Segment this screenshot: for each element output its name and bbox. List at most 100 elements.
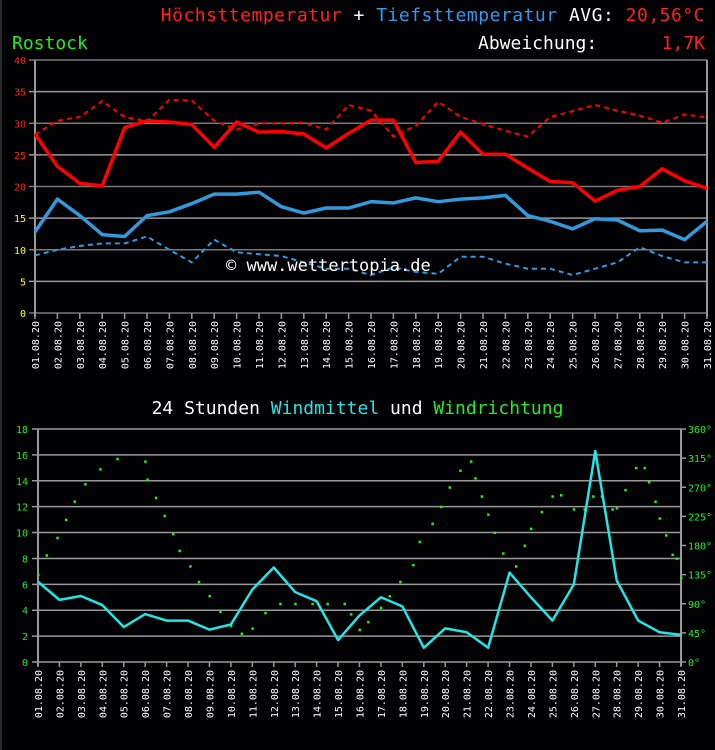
x-tick-label: 08.08.20 [188, 321, 199, 369]
wind-direction-dot [399, 580, 402, 584]
wind-direction-dot [163, 514, 166, 518]
y-tick-label: 5 [20, 277, 26, 288]
x-tick-label: 26.08.20 [591, 321, 602, 369]
wind-direction-dot [358, 628, 361, 632]
wind-direction-dot [412, 563, 415, 567]
x-tick-label: 01.08.20 [31, 321, 42, 369]
y-tick-label: 2 [22, 632, 28, 643]
x-tick-label: 24.08.20 [546, 321, 557, 369]
x-tick-label: 16.08.20 [367, 321, 378, 369]
min-temp-label: Tiefsttemperatur [376, 5, 558, 26]
wind-direction-dot [343, 602, 346, 606]
wind-direction-dot [388, 594, 392, 598]
y-tick-label: 40 [14, 56, 26, 67]
x-tick-label: 29.08.20 [658, 321, 669, 369]
x-tick-label: 30.08.20 [681, 321, 692, 369]
location-label: Rostock [12, 33, 88, 54]
y2-tick-label: 0° [688, 658, 700, 669]
wind-direction-dot [208, 594, 211, 598]
wind-direction-dot [469, 460, 473, 463]
x-tick-label: 14.08.20 [313, 670, 324, 718]
x-tick-label: 03.08.20 [76, 321, 87, 369]
wind-direction-dot [529, 527, 533, 531]
y-tick-label: 10 [16, 529, 28, 540]
deviation-label: Abweichung: [478, 33, 598, 54]
x-tick-label: 07.08.20 [165, 321, 176, 369]
y-tick-label: 15 [14, 214, 26, 225]
wind-direction-dot [439, 505, 443, 509]
x-tick-label: 04.08.20 [98, 670, 109, 718]
x-tick-label: 29.08.20 [634, 670, 645, 718]
wind-direction-dot [459, 469, 462, 472]
x-tick-label: 10.08.20 [233, 321, 244, 369]
avg-value: 20,56°C [625, 5, 705, 26]
deviation-value: 1,7K [661, 33, 705, 54]
y2-tick-label: 135° [688, 571, 712, 582]
wind-direction-dot [264, 611, 267, 615]
y-tick-label: 12 [16, 503, 28, 514]
x-tick-label: 27.08.20 [613, 321, 624, 369]
x-tick-label: 12.08.20 [277, 321, 288, 369]
y-tick-label: 20 [14, 183, 26, 194]
x-tick-label: 06.08.20 [141, 670, 152, 718]
x-tick-label: 15.08.20 [334, 670, 345, 718]
x-tick-label: 05.08.20 [120, 670, 131, 718]
wind-title-windrichtung: Windrichtung [433, 398, 564, 419]
wind-title-windmittel: Windmittel [270, 398, 380, 419]
y-tick-label: 35 [14, 88, 26, 99]
wind-direction-dot [572, 508, 576, 511]
wind-direction-dot [480, 495, 484, 498]
watermark: © www.wettertopia.de [226, 256, 431, 276]
max-temp-line [33, 118, 708, 203]
wind-direction-dot [647, 481, 651, 484]
wind-direction-dot [99, 468, 102, 471]
wind-direction-dot [643, 466, 647, 470]
wind-direction-dot [611, 508, 614, 511]
wind-direction-dot [189, 565, 192, 568]
x-tick-label: 19.08.20 [420, 670, 431, 718]
wind-direction-dot [654, 500, 657, 503]
x-tick-label: 20.08.20 [457, 321, 468, 369]
wind-direction-dot [514, 565, 518, 568]
y-tick-label: 10 [14, 246, 26, 257]
wind-average-line [37, 449, 682, 650]
x-tick-label: 23.08.20 [524, 321, 535, 369]
x-tick-label: 18.08.20 [412, 321, 423, 369]
left-border [0, 0, 2, 750]
x-tick-label: 22.08.20 [484, 670, 495, 718]
wind-direction-dot [540, 510, 544, 514]
wind-chart-title: 24 Stunden Windmittel und Windrichtung [0, 398, 715, 419]
chart-title: Höchsttemperatur + Tiefsttemperatur AVG:… [161, 5, 705, 26]
x-tick-label: 13.08.20 [291, 670, 302, 718]
x-tick-label: 24.08.20 [527, 670, 538, 718]
x-tick-label: 21.08.20 [479, 321, 490, 369]
wind-direction-dot [367, 620, 370, 624]
x-tick-label: 21.08.20 [463, 670, 474, 718]
x-tick-label: 08.08.20 [184, 670, 195, 718]
wind-direction-dot [431, 522, 434, 525]
wind-direction-dot [474, 477, 477, 480]
temperature-chart: 0 5 10 15 20 25 30 35 40 01.08.20 02.08.20 03.08.20… [14, 56, 714, 369]
wind-direction-dot [294, 602, 297, 606]
x-tick-label: 11.08.20 [248, 670, 259, 718]
wind-direction-dot [154, 496, 158, 500]
wind-direction-dot [523, 544, 527, 547]
x-tick-label: 17.08.20 [377, 670, 388, 718]
y-tick-label: 25 [14, 151, 26, 162]
x-tick-label: 05.08.20 [121, 321, 132, 369]
x-tick-label: 27.08.20 [591, 670, 602, 718]
wind-direction-dot [487, 513, 490, 516]
wind-title-prefix: 24 Stunden [151, 398, 260, 419]
wind-direction-dot [634, 466, 638, 470]
y-tick-label: 6 [22, 580, 28, 591]
wind-direction-dot [502, 552, 505, 555]
x-tick-label: 10.08.20 [227, 670, 238, 718]
wind-direction-dot [624, 488, 627, 492]
y-tick-label: 0 [22, 658, 28, 669]
min-temp-line [33, 190, 709, 242]
wind-direction-dot [240, 632, 244, 636]
wind-direction-dot [379, 606, 383, 610]
wind-direction-dot [349, 613, 353, 616]
x-tick-label: 31.08.20 [677, 670, 688, 718]
wind-direction-dot [178, 549, 181, 553]
